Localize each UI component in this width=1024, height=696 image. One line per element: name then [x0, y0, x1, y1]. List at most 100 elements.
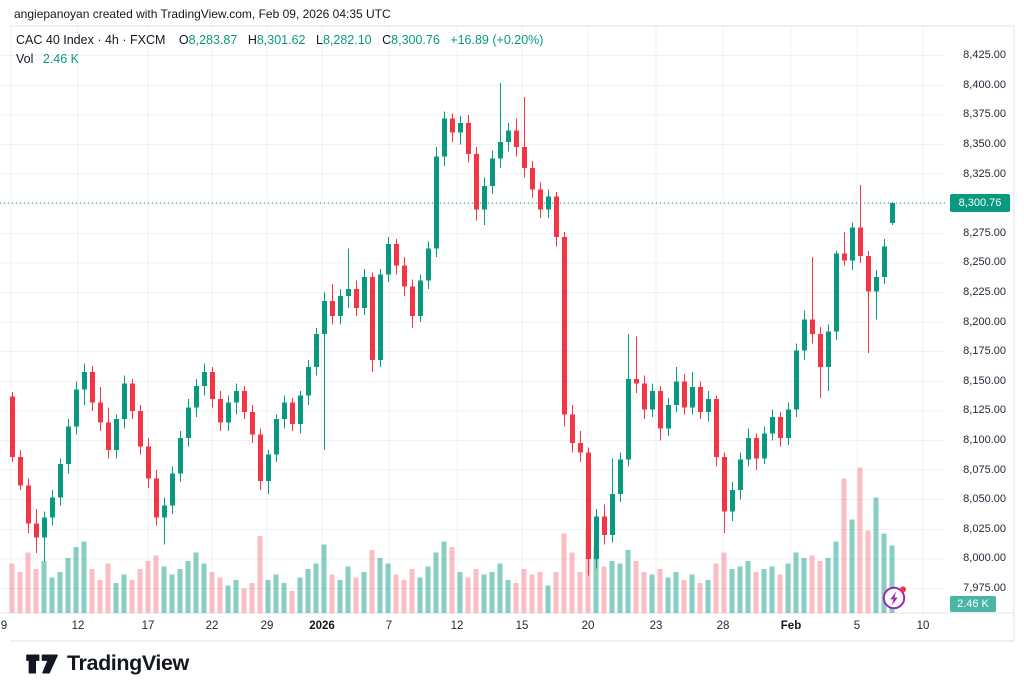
candle-up — [178, 438, 183, 474]
candle-down — [354, 288, 359, 308]
candle-down — [330, 300, 335, 317]
volume-bar — [505, 580, 511, 613]
volume-bar — [73, 547, 79, 613]
candle-down — [866, 255, 871, 292]
volume-bar — [153, 555, 159, 613]
candle-up — [226, 402, 231, 423]
chart-legend: CAC 40 Index · 4h · FXCM O8,283.87 H8,30… — [16, 33, 543, 47]
candle-up — [378, 274, 383, 360]
price-axis-label: 8,025.00 — [963, 522, 1006, 535]
volume-bar — [209, 571, 215, 613]
candle-up — [850, 227, 855, 261]
price-axis-label: 8,050.00 — [963, 493, 1006, 506]
candle-down — [778, 416, 783, 439]
volume-bar — [665, 577, 671, 613]
flash-red-dot — [900, 586, 906, 593]
price-axis-label: 8,175.00 — [963, 345, 1006, 358]
volume-bar — [113, 582, 119, 613]
volume-bar — [329, 574, 335, 613]
legend-separator: · — [97, 33, 102, 47]
candle-down — [602, 516, 607, 536]
volume-bar — [473, 569, 479, 613]
price-axis-label: 8,125.00 — [963, 404, 1006, 417]
candle-up — [762, 433, 767, 459]
candle-down — [466, 123, 471, 154]
candle-up — [122, 383, 127, 420]
volume-bar — [241, 588, 247, 613]
volume-legend: Vol 2.46 K — [16, 52, 79, 66]
candle-down — [530, 168, 535, 190]
volume-bar — [849, 519, 855, 613]
candle-down — [154, 478, 159, 518]
candle-down — [18, 457, 23, 486]
candle-down — [754, 438, 759, 459]
volume-bar — [497, 563, 503, 613]
close-label: C — [382, 33, 392, 47]
price-axis-label: 8,225.00 — [963, 286, 1006, 298]
volume-bar — [41, 560, 47, 613]
price-axis-label: 8,400.00 — [963, 78, 1006, 91]
tradingview-logo[interactable]: TradingView — [26, 651, 189, 676]
candle-down — [562, 236, 567, 415]
volume-bar — [489, 571, 495, 613]
volume-bar — [729, 569, 735, 613]
volume-bar — [121, 574, 127, 613]
candle-up — [314, 333, 319, 368]
volume-bar — [417, 577, 423, 613]
volume-bar — [465, 577, 471, 613]
candle-down — [258, 434, 263, 481]
time-axis-label: 17 — [141, 620, 155, 632]
candle-up — [114, 419, 119, 450]
time-axis-label: 9 — [0, 620, 8, 632]
time-axis-label: 15 — [515, 620, 529, 632]
volume-bar — [793, 552, 799, 613]
candle-down — [26, 485, 31, 524]
candle-up — [506, 130, 511, 143]
lightning-flash-icon[interactable] — [881, 583, 911, 613]
candle-up — [794, 350, 799, 410]
candle-down — [98, 402, 103, 423]
candle-up — [162, 505, 167, 518]
candle-up — [498, 142, 503, 159]
candle-down — [146, 446, 151, 479]
volume-bar — [201, 563, 207, 613]
candle-up — [202, 371, 207, 387]
open-label: O — [178, 33, 189, 47]
candle-up — [42, 517, 47, 538]
candle-up — [882, 246, 887, 278]
high-value: 8,301.62 — [256, 33, 306, 47]
volume-bar — [697, 582, 703, 613]
candle-up — [786, 409, 791, 439]
volume-bar — [481, 574, 487, 613]
time-axis-label: 23 — [649, 620, 663, 632]
candle-down — [698, 387, 703, 413]
candle-down — [138, 410, 143, 447]
candle-down — [658, 390, 663, 429]
volume-bar — [425, 566, 431, 613]
volume-bar — [441, 541, 447, 613]
volume-bar — [801, 558, 807, 613]
volume-bar — [145, 560, 151, 613]
time-axis-label: 22 — [205, 620, 219, 632]
volume-bar — [769, 566, 775, 613]
low-value: 8,282.10 — [322, 33, 372, 47]
volume-bar — [377, 558, 383, 613]
price-axis-label: 8,075.00 — [963, 463, 1006, 476]
candle-up — [442, 118, 447, 157]
candle-up — [338, 296, 343, 317]
volume-bar — [617, 563, 623, 613]
candle-down — [90, 371, 95, 403]
exchange-label: FXCM — [130, 33, 166, 47]
price-axis-label: 8,100.00 — [963, 434, 1006, 446]
volume-bar — [185, 560, 191, 613]
candle-up — [426, 248, 431, 281]
volume-bar — [169, 574, 175, 613]
volume-bar — [529, 574, 535, 613]
volume-bar — [449, 547, 455, 613]
volume-bar — [841, 478, 847, 613]
volume-bar — [161, 566, 167, 613]
tradingview-mark-icon — [26, 653, 58, 674]
candle-down — [10, 396, 15, 458]
candle-up — [346, 288, 351, 297]
